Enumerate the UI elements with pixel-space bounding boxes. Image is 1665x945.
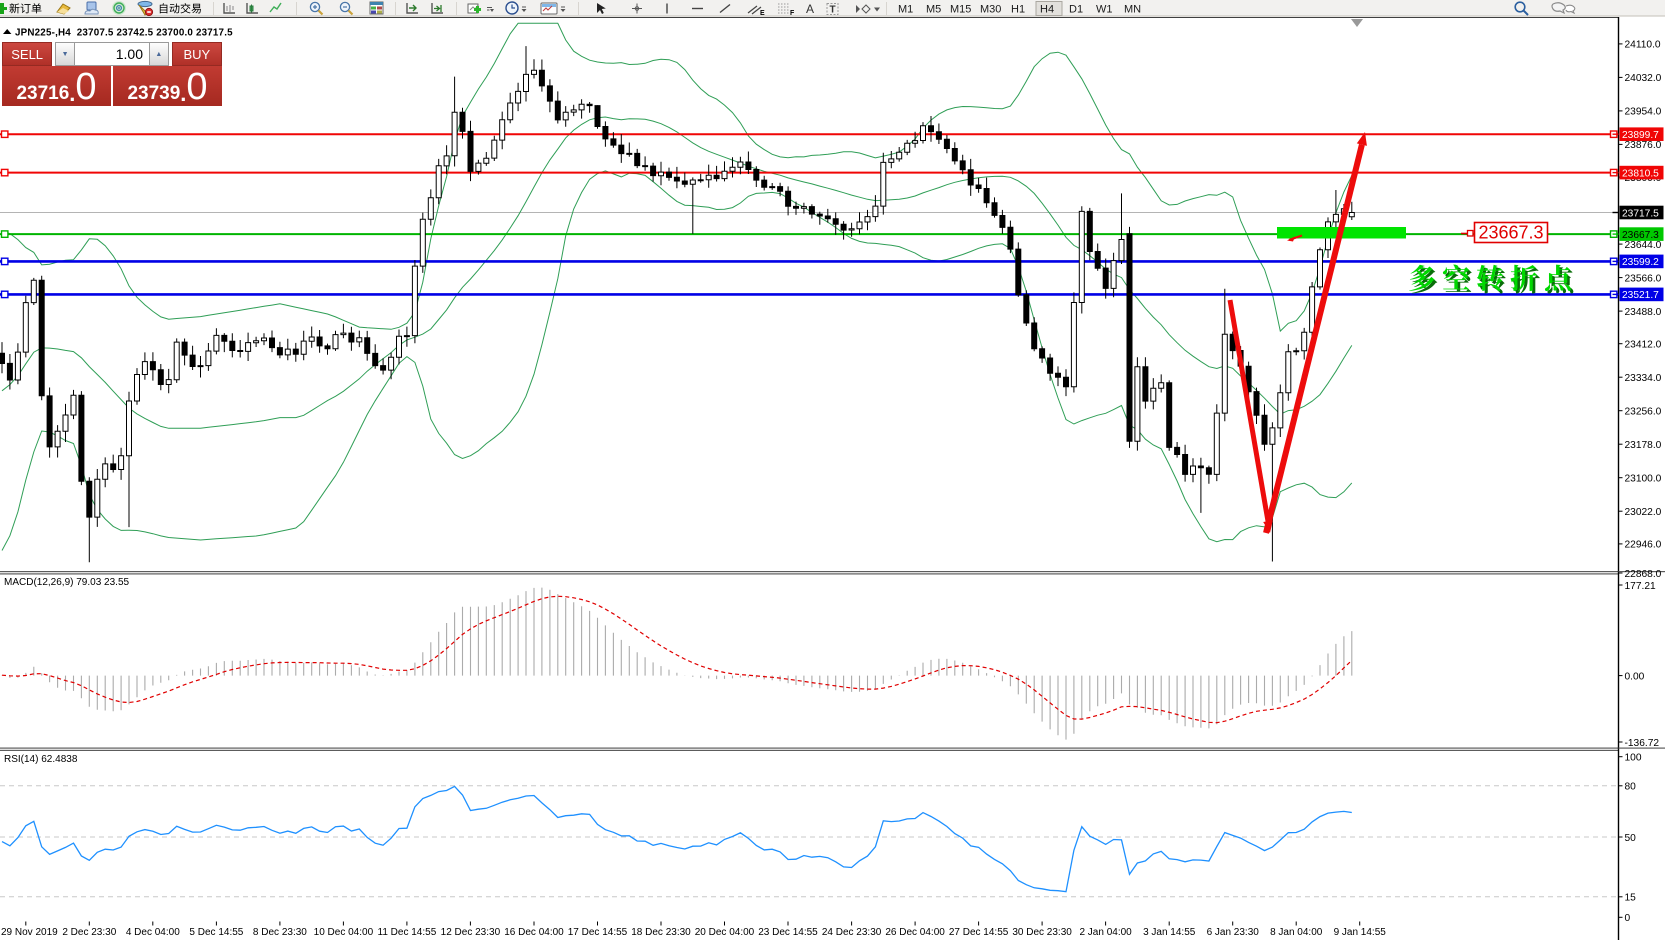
svg-text:23667.3: 23667.3 [1479, 223, 1544, 243]
svg-text:RSI(14) 62.4838: RSI(14) 62.4838 [4, 754, 78, 765]
svg-text:F: F [790, 10, 795, 17]
svg-text:3 Jan 14:55: 3 Jan 14:55 [1143, 927, 1196, 938]
svg-text:22868.0: 22868.0 [1625, 569, 1662, 580]
svg-text:2 Jan 04:00: 2 Jan 04:00 [1079, 927, 1132, 938]
svg-text:23644.0: 23644.0 [1625, 240, 1662, 251]
svg-text:23667.3: 23667.3 [1622, 230, 1659, 241]
svg-text:15: 15 [1625, 893, 1637, 904]
svg-text:23178.0: 23178.0 [1625, 440, 1662, 451]
svg-text:23022.0: 23022.0 [1625, 507, 1662, 518]
svg-text:D1: D1 [1069, 4, 1083, 16]
svg-text:23256.0: 23256.0 [1625, 407, 1662, 418]
svg-text:8 Dec 23:30: 8 Dec 23:30 [253, 927, 307, 938]
svg-text:M15: M15 [950, 4, 971, 16]
svg-text:17 Dec 14:55: 17 Dec 14:55 [568, 927, 628, 938]
svg-text:16 Dec 04:00: 16 Dec 04:00 [504, 927, 564, 938]
svg-text:M30: M30 [980, 4, 1001, 16]
svg-text:26 Dec 04:00: 26 Dec 04:00 [885, 927, 945, 938]
svg-text:MN: MN [1124, 4, 1141, 16]
svg-text:23954.0: 23954.0 [1625, 107, 1662, 118]
svg-text:23717.5: 23717.5 [1622, 208, 1659, 219]
svg-text:12 Dec 23:30: 12 Dec 23:30 [441, 927, 501, 938]
svg-text:8 Jan 04:00: 8 Jan 04:00 [1270, 927, 1323, 938]
svg-text:177.21: 177.21 [1625, 581, 1656, 592]
svg-text:0: 0 [1625, 913, 1631, 924]
svg-text:100: 100 [1625, 753, 1642, 764]
svg-text:6 Jan 23:30: 6 Jan 23:30 [1207, 927, 1260, 938]
svg-text:A: A [806, 2, 814, 16]
svg-text:23876.0: 23876.0 [1625, 140, 1662, 151]
svg-text:18 Dec 23:30: 18 Dec 23:30 [631, 927, 691, 938]
svg-text:23 Dec 14:55: 23 Dec 14:55 [758, 927, 818, 938]
svg-text:23412.0: 23412.0 [1625, 340, 1662, 351]
svg-text:23488.0: 23488.0 [1625, 307, 1662, 318]
svg-text:24 Dec 23:30: 24 Dec 23:30 [822, 927, 882, 938]
svg-text:4 Dec 04:00: 4 Dec 04:00 [126, 927, 180, 938]
svg-text:20 Dec 04:00: 20 Dec 04:00 [695, 927, 755, 938]
svg-text:MACD(12,26,9) 79.03 23.55: MACD(12,26,9) 79.03 23.55 [4, 577, 130, 588]
svg-text:23334.0: 23334.0 [1625, 373, 1662, 384]
svg-text:0.00: 0.00 [1625, 671, 1645, 682]
svg-text:W1: W1 [1096, 4, 1113, 16]
svg-text:23100.0: 23100.0 [1625, 474, 1662, 485]
svg-text:23810.5: 23810.5 [1622, 168, 1659, 179]
svg-text:24032.0: 24032.0 [1625, 73, 1662, 84]
svg-text:9 Jan 14:55: 9 Jan 14:55 [1334, 927, 1387, 938]
svg-text:24110.0: 24110.0 [1625, 40, 1661, 51]
svg-text:22946.0: 22946.0 [1625, 540, 1662, 551]
svg-text:E: E [760, 10, 765, 17]
svg-text:2 Dec 23:30: 2 Dec 23:30 [62, 927, 116, 938]
svg-text:23566.0: 23566.0 [1625, 273, 1662, 284]
svg-text:-136.72: -136.72 [1625, 738, 1660, 749]
svg-text:23599.2: 23599.2 [1622, 257, 1659, 268]
svg-text:M1: M1 [898, 4, 913, 16]
svg-text:H4: H4 [1040, 4, 1054, 16]
svg-text:H1: H1 [1011, 4, 1025, 16]
svg-text:M5: M5 [926, 4, 941, 16]
svg-text:JPN225-,H4 23707.5 23742.5 23: JPN225-,H4 23707.5 23742.5 23700.0 23717… [15, 28, 233, 39]
svg-text:50: 50 [1625, 833, 1637, 844]
svg-text:10 Dec 04:00: 10 Dec 04:00 [314, 927, 374, 938]
svg-text:80: 80 [1625, 782, 1637, 793]
svg-text:23899.7: 23899.7 [1622, 130, 1659, 141]
svg-text:30 Dec 23:30: 30 Dec 23:30 [1012, 927, 1072, 938]
svg-text:T: T [830, 5, 836, 16]
svg-text:5 Dec 14:55: 5 Dec 14:55 [189, 927, 243, 938]
svg-text:29 Nov 2019: 29 Nov 2019 [1, 927, 58, 938]
svg-text:27 Dec 14:55: 27 Dec 14:55 [949, 927, 1009, 938]
svg-text:23521.7: 23521.7 [1622, 290, 1659, 301]
svg-text:11 Dec 14:55: 11 Dec 14:55 [378, 927, 437, 938]
